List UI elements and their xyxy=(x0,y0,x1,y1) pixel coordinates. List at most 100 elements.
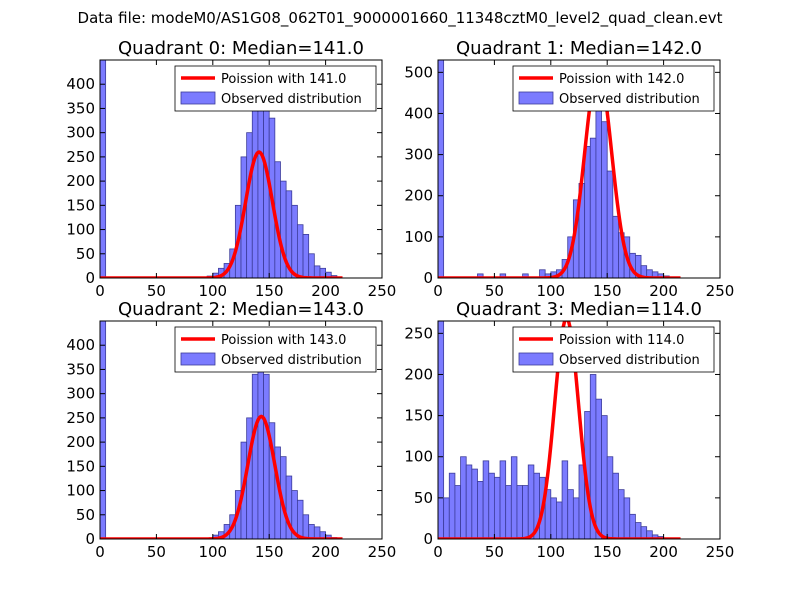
quadrant-0-hist-bar xyxy=(308,253,315,278)
quadrant-2-hist-bar xyxy=(296,499,304,539)
quadrant-3-hist-bar xyxy=(629,513,636,539)
quadrant-1-hist-bar xyxy=(584,145,591,278)
quadrant-3-hist-bar xyxy=(640,526,648,539)
quadrant-3-hist-bar xyxy=(618,489,625,539)
quadrant-3-xtick-label: 200 xyxy=(649,543,678,561)
quadrant-3-ytick-label: 150 xyxy=(404,407,433,425)
quadrant-0-hist-bar xyxy=(291,204,298,278)
quadrant-2-legend-hist-label: Observed distribution xyxy=(221,353,362,368)
quadrant-3-xtick-label: 250 xyxy=(706,543,735,561)
quadrant-1-legend-poisson-label: Poission with 142.0 xyxy=(559,72,684,87)
quadrant-3-legend-hist-swatch xyxy=(518,352,554,366)
quadrant-0-ytick-label: 150 xyxy=(66,196,95,214)
quadrant-3-ytick-label: 50 xyxy=(414,489,433,507)
quadrant-1-poisson-curve xyxy=(438,68,682,278)
quadrant-3-hist-bar xyxy=(572,497,580,539)
quadrant-0-hist-bar xyxy=(251,108,259,278)
quadrant-3-ytick-label: 100 xyxy=(404,448,433,466)
quadrant-0-legend: Poission with 141.0 Observed distribution xyxy=(174,65,377,112)
quadrant-2-hist-bar xyxy=(308,524,315,539)
quadrant-3-hist-bar xyxy=(460,456,467,539)
quadrant-3-hist-bar xyxy=(488,472,495,539)
quadrant-0-hist-bar xyxy=(313,265,321,278)
quadrant-2-ytick-label: 200 xyxy=(66,433,95,451)
quadrant-3-hist-bar xyxy=(510,456,518,539)
quadrant-3-hist-bar xyxy=(601,415,608,539)
quadrant-1-legend-hist-swatch xyxy=(518,91,554,105)
quadrant-3-ytick-label: 200 xyxy=(404,365,433,383)
quadrant-1-hist-bar xyxy=(601,121,608,278)
quadrant-3-hist-bar xyxy=(448,472,456,539)
quadrant-2-legend: Poission with 143.0 Observed distribution xyxy=(174,326,377,373)
quadrant-1-hist-bar xyxy=(612,215,619,278)
quadrant-1-hist-bar xyxy=(595,92,602,278)
quadrant-2-xtick-label: 0 xyxy=(95,543,105,561)
quadrant-3-hist-bar xyxy=(556,501,563,539)
quadrant-3-hist-bar xyxy=(465,464,473,539)
quadrant-2-hist-bar xyxy=(313,526,321,539)
quadrant-3-axes-frame xyxy=(437,320,721,540)
quadrant-0-ytick-label: 50 xyxy=(76,245,95,263)
quadrant-0-hist-bar xyxy=(302,233,310,278)
quadrant-1-axes-frame xyxy=(437,59,721,279)
quadrant-2-title: Quadrant 2: Median=143.0 xyxy=(118,299,364,320)
quadrant-1-ytick-label: 400 xyxy=(404,104,433,122)
quadrant-3-hist-bar xyxy=(505,485,512,539)
quadrant-0-hist-bar xyxy=(246,132,253,278)
figure-suptitle: Data file: modeM0/AS1G08_062T01_90000016… xyxy=(77,9,723,27)
quadrant-0-title: Quadrant 0: Median=141.0 xyxy=(118,38,364,59)
quadrant-3-hist-bar xyxy=(522,485,529,539)
quadrant-2-axes-frame xyxy=(99,320,383,540)
quadrant-1-xtick-label: 100 xyxy=(536,282,565,300)
quadrant-1-xtick-label: 250 xyxy=(706,282,735,300)
quadrant-0-hist-bar xyxy=(296,224,304,278)
quadrant-2-legend-poisson-label: Poission with 143.0 xyxy=(221,333,346,348)
quadrant-3-title: Quadrant 3: Median=114.0 xyxy=(456,299,702,320)
quadrant-2-ytick-label: 0 xyxy=(85,530,95,548)
quadrant-3-hist-bar xyxy=(477,481,484,539)
quadrant-2-ytick-label: 100 xyxy=(66,482,95,500)
quadrant-2-poisson-curve xyxy=(100,414,344,539)
quadrant-2-chart: Quadrant 2: Median=143.0 0 50 100 150 200 250 0… xyxy=(66,299,396,561)
quadrant-0-legend-hist-label: Observed distribution xyxy=(221,92,362,107)
quadrant-0-chart: Quadrant 0: Median=141.0 0 50 100 150 200 250 0… xyxy=(66,38,396,300)
quadrant-3-hist-bar xyxy=(635,522,642,539)
quadrant-3-hist-bar xyxy=(454,485,461,539)
quadrant-3-legend-hist-label: Observed distribution xyxy=(559,353,700,368)
quadrant-2-legend-hist-swatch xyxy=(180,352,216,366)
quadrant-3-hist-bar xyxy=(623,497,631,539)
quadrant-2-ytick-label: 350 xyxy=(66,360,95,378)
quadrant-1-hist-bar xyxy=(438,60,445,278)
quadrant-3-hist-bar xyxy=(561,460,569,539)
quadrant-2-hist-bar xyxy=(246,417,253,539)
quadrant-0-ytick-label: 400 xyxy=(66,75,95,93)
quadrant-3-hist-bar xyxy=(499,460,507,539)
quadrant-0-xtick-label: 250 xyxy=(368,282,397,300)
quadrant-3-legend-poisson-label: Poission with 114.0 xyxy=(559,333,684,348)
quadrant-3-hist-bar xyxy=(493,476,501,539)
quadrant-0-xtick-label: 200 xyxy=(311,282,340,300)
quadrant-3-hist-bar xyxy=(550,497,557,539)
quadrant-2-xtick-label: 200 xyxy=(311,543,340,561)
quadrant-2-plot-area xyxy=(100,321,344,539)
quadrant-0-ytick-label: 250 xyxy=(66,148,95,166)
quadrant-1-xtick-label: 50 xyxy=(485,282,504,300)
quadrant-1-xtick-label: 200 xyxy=(649,282,678,300)
quadrant-1-ytick-label: 200 xyxy=(404,187,433,205)
quadrant-2-xtick-label: 150 xyxy=(255,543,284,561)
quadrant-0-ytick-label: 300 xyxy=(66,124,95,142)
quadrant-2-ytick-label: 300 xyxy=(66,385,95,403)
quadrant-1-hist-bar xyxy=(606,170,614,278)
quadrant-2-hist-bar xyxy=(302,514,310,539)
quadrant-3-chart: Quadrant 3: Median=114.0 0 50 100 150 200 250 0… xyxy=(404,299,734,561)
quadrant-2-ytick-label: 400 xyxy=(66,336,95,354)
quadrant-2-ytick-label: 250 xyxy=(66,409,95,427)
quadrant-1-xtick-label: 150 xyxy=(593,282,622,300)
quadrant-3-hist-bar xyxy=(606,456,614,539)
quadrant-3-hist-bar xyxy=(438,321,445,539)
quadrant-1-xtick-label: 0 xyxy=(433,282,443,300)
quadrant-0-ytick-label: 350 xyxy=(66,99,95,117)
quadrant-1-legend: Poission with 142.0 Observed distribution xyxy=(512,65,715,112)
quadrant-3-hist-bar xyxy=(443,497,450,539)
